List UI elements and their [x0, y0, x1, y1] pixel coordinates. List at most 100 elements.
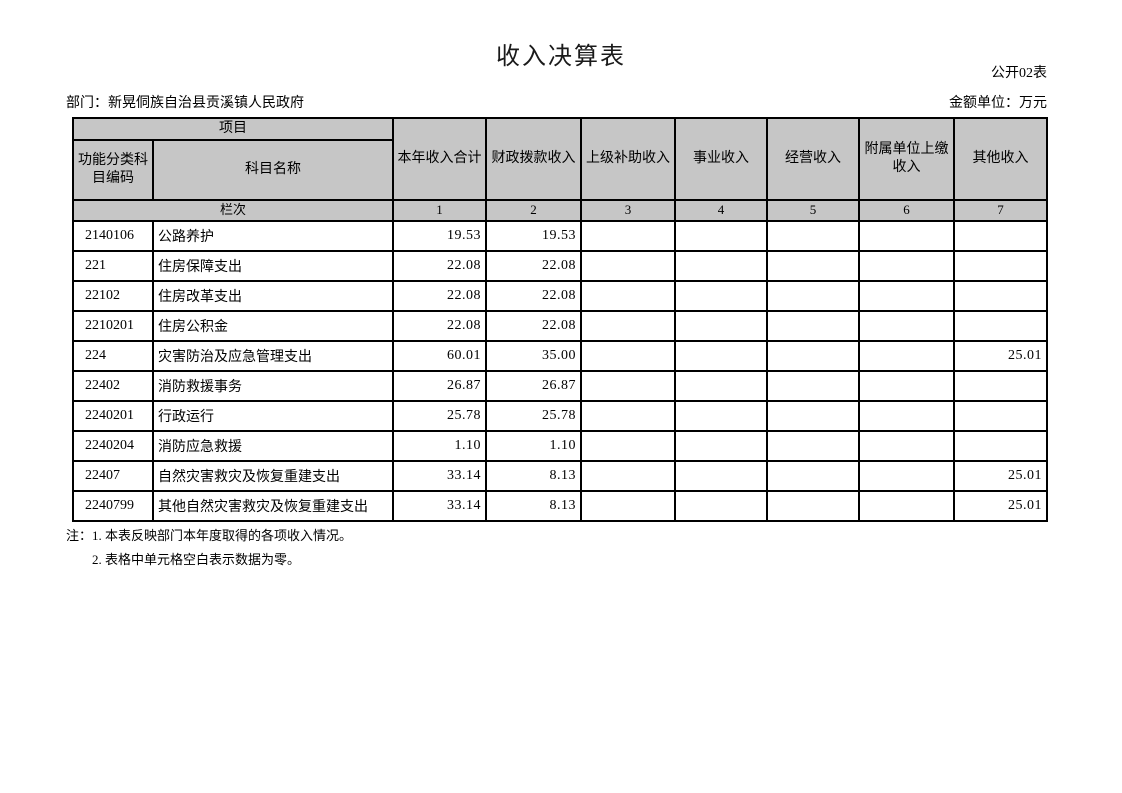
value-cell [580, 309, 676, 342]
value-cell: 60.01 [392, 339, 487, 372]
row-code-cell: 2240201 [72, 399, 154, 432]
table-code-label: 公开02表 [991, 66, 1047, 81]
value-cell [953, 429, 1048, 462]
value-cell [674, 459, 768, 492]
header-cell-business-income: 事业收入 [674, 117, 768, 201]
value-cell: 22.08 [392, 279, 487, 312]
value-cell [674, 399, 768, 432]
column-number-cell: 7 [953, 198, 1048, 222]
value-cell [674, 249, 768, 282]
header-cell-total-income: 本年收入合计 [392, 117, 487, 201]
row-name-cell: 灾害防治及应急管理支出 [152, 339, 394, 372]
column-number-cell: 1 [392, 198, 487, 222]
value-cell [580, 459, 676, 492]
value-cell [953, 309, 1048, 342]
value-cell [858, 429, 955, 462]
row-name-cell: 住房改革支出 [152, 279, 394, 312]
department-label: 部门：新晃侗族自治县贡溪镇人民政府 [66, 96, 304, 111]
notes: 注：1. 本表反映部门本年度取得的各项收入情况。 2. 表格中单元格空白表示数据… [66, 524, 352, 572]
row-name-cell: 消防应急救援 [152, 429, 394, 462]
value-cell: 22.08 [392, 309, 487, 342]
value-cell: 1.10 [392, 429, 487, 462]
value-cell [580, 429, 676, 462]
value-cell: 25.01 [953, 459, 1048, 492]
value-cell [858, 369, 955, 402]
value-cell [674, 279, 768, 312]
value-cell [953, 279, 1048, 312]
header-row-project: 项目 本年收入合计 财政拨款收入 上级补助收入 事业收入 经营收入 附属单位上缴… [72, 117, 1048, 201]
value-cell: 22.08 [485, 279, 582, 312]
value-cell [580, 369, 676, 402]
row-code-cell: 22402 [72, 369, 154, 402]
value-cell: 25.78 [485, 399, 582, 432]
value-cell [674, 309, 768, 342]
value-cell [953, 219, 1048, 252]
row-code-cell: 2240799 [72, 489, 154, 522]
value-cell [766, 309, 860, 342]
row-name-cell: 住房保障支出 [152, 249, 394, 282]
value-cell: 25.01 [953, 339, 1048, 372]
table-row: 224 灾害防治及应急管理支出 60.01 35.00 25.01 [72, 339, 1048, 372]
column-number-cell: 4 [674, 198, 768, 222]
header-row-lanci: 栏次 1 2 3 4 5 6 7 [72, 198, 1048, 222]
value-cell [858, 279, 955, 312]
value-cell [858, 309, 955, 342]
header-cell-project-group: 项目 [72, 117, 394, 141]
unit-label: 金额单位：万元 [949, 96, 1047, 111]
value-cell [766, 249, 860, 282]
value-cell: 1.10 [485, 429, 582, 462]
value-cell [766, 429, 860, 462]
value-cell [766, 489, 860, 522]
row-code-cell: 221 [72, 249, 154, 282]
value-cell [674, 489, 768, 522]
value-cell [953, 369, 1048, 402]
value-cell [580, 399, 676, 432]
value-cell [580, 249, 676, 282]
value-cell: 22.08 [485, 249, 582, 282]
value-cell: 33.14 [392, 459, 487, 492]
value-cell: 8.13 [485, 459, 582, 492]
value-cell [674, 429, 768, 462]
value-cell [580, 489, 676, 522]
row-code-cell: 2140106 [72, 219, 154, 252]
header-cell-fiscal-appropriation: 财政拨款收入 [485, 117, 582, 201]
column-number-cell: 6 [858, 198, 955, 222]
value-cell [858, 399, 955, 432]
header-cell-name: 科目名称 [152, 138, 394, 201]
table-row: 221 住房保障支出 22.08 22.08 [72, 249, 1048, 282]
table-row: 2240204 消防应急救援 1.10 1.10 [72, 429, 1048, 462]
value-cell: 25.01 [953, 489, 1048, 522]
row-name-cell: 其他自然灾害救灾及恢复重建支出 [152, 489, 394, 522]
header-row-sub: 功能分类科目编码 科目名称 [72, 138, 1047, 201]
note-line: 注：1. 本表反映部门本年度取得的各项收入情况。 [66, 528, 353, 543]
value-cell: 22.08 [485, 309, 582, 342]
value-cell [858, 339, 955, 372]
row-code-cell: 2240204 [72, 429, 154, 462]
value-cell: 25.78 [392, 399, 487, 432]
row-name-cell: 消防救援事务 [152, 369, 394, 402]
value-cell [674, 219, 768, 252]
meta-row: 部门：新晃侗族自治县贡溪镇人民政府 金额单位：万元 [66, 92, 1047, 112]
column-number-cell: 3 [580, 198, 676, 222]
value-cell [580, 339, 676, 372]
table-row: 22102 住房改革支出 22.08 22.08 [72, 279, 1048, 312]
value-cell [674, 339, 768, 372]
value-cell [953, 399, 1048, 432]
column-number-cell: 5 [766, 198, 860, 222]
value-cell [953, 249, 1048, 282]
header-cell-superior-subsidy: 上级补助收入 [580, 117, 676, 201]
row-code-cell: 22407 [72, 459, 154, 492]
row-name-cell: 行政运行 [152, 399, 394, 432]
header-cell-affiliate-remittance: 附属单位上缴收入 [858, 117, 955, 201]
header-cell-other-income: 其他收入 [953, 117, 1048, 201]
value-cell [766, 219, 860, 252]
value-cell [674, 369, 768, 402]
row-code-cell: 2210201 [72, 309, 154, 342]
income-table: 项目 本年收入合计 财政拨款收入 上级补助收入 事业收入 经营收入 附属单位上缴… [72, 117, 1048, 522]
value-cell [766, 279, 860, 312]
value-cell [858, 219, 955, 252]
page-title: 收入决算表 [496, 44, 626, 70]
value-cell [858, 489, 955, 522]
row-name-cell: 公路养护 [152, 219, 394, 252]
